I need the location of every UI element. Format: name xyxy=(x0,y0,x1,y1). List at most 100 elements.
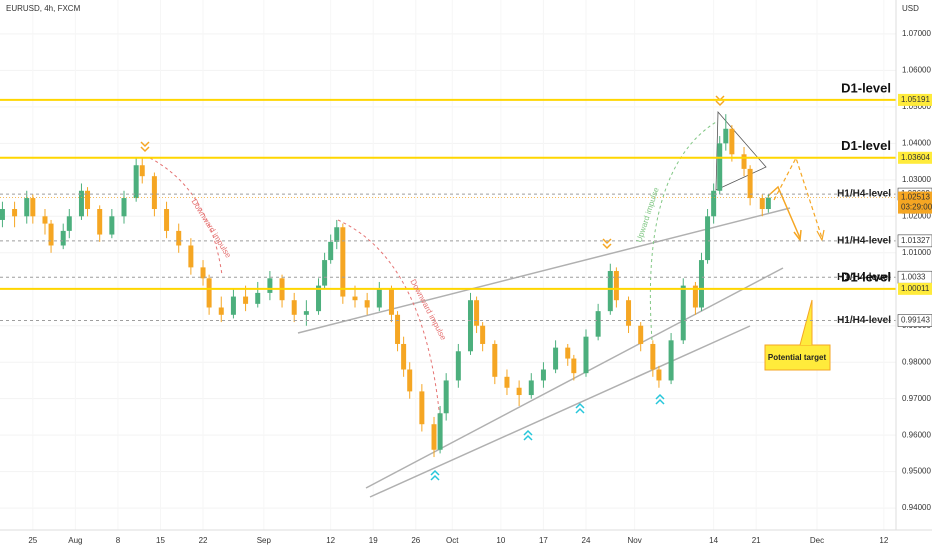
y-tick-label: 0.97000 xyxy=(902,394,931,403)
x-tick-label: 8 xyxy=(116,536,121,545)
candle-body xyxy=(480,325,486,344)
candle-body xyxy=(42,216,48,224)
candle-body xyxy=(78,190,84,217)
x-tick-label: 21 xyxy=(752,536,761,545)
candle-body xyxy=(218,307,224,315)
candle-body xyxy=(151,176,157,210)
candle-body xyxy=(230,296,236,315)
candle-body xyxy=(467,300,473,352)
candle-body xyxy=(692,285,698,308)
candle-body xyxy=(176,230,182,246)
candle-body xyxy=(747,168,753,199)
price-tag xyxy=(898,93,932,106)
candle-body xyxy=(717,143,723,191)
price-tag-label: 1.00011 xyxy=(901,284,930,293)
candle-body xyxy=(443,380,449,414)
candle-body xyxy=(765,197,771,210)
y-tick-label: 1.07000 xyxy=(902,29,931,38)
candle-body xyxy=(30,198,36,217)
candle-body xyxy=(267,278,273,293)
current-price-tag xyxy=(898,191,932,214)
candle-body xyxy=(364,300,370,308)
candle-body xyxy=(729,128,735,155)
price-tag xyxy=(898,151,932,164)
candle-body xyxy=(85,190,91,210)
x-tick-label: 12 xyxy=(879,536,888,545)
candle-body xyxy=(352,296,358,301)
candle-body xyxy=(334,227,340,242)
currency: USD xyxy=(902,4,919,13)
x-tick-label: 26 xyxy=(411,536,420,545)
candle-body xyxy=(431,424,437,450)
chevrons xyxy=(430,393,665,481)
candle-body xyxy=(540,369,546,381)
trendline xyxy=(365,267,784,489)
candle-body xyxy=(121,198,127,217)
candle-body xyxy=(24,198,30,217)
candle-body xyxy=(66,216,72,231)
level-label: D1-level xyxy=(841,80,891,95)
candle-body xyxy=(395,314,401,344)
arrow-head xyxy=(816,229,825,242)
y-tick-label: 0.94000 xyxy=(902,503,931,512)
forecast-arrow xyxy=(773,156,823,239)
impulse-arc xyxy=(149,157,223,276)
candle-body xyxy=(376,289,382,308)
candle-body xyxy=(650,343,656,370)
price-tag-label: 1.05191 xyxy=(901,95,930,104)
x-tick-label: 22 xyxy=(199,536,208,545)
candle-body xyxy=(698,260,704,308)
x-tick-label: Oct xyxy=(446,536,459,545)
candle-body xyxy=(243,296,249,304)
candle-body xyxy=(571,358,577,374)
candle-body xyxy=(316,285,322,312)
candle-body xyxy=(206,278,212,308)
candle-body xyxy=(0,209,5,220)
arrow-head xyxy=(793,229,802,242)
y-tick-label: 0.98000 xyxy=(902,357,931,366)
candle-body xyxy=(328,241,334,261)
y-tick-label: 1.03000 xyxy=(902,175,931,184)
y-tick-label: 1.01000 xyxy=(902,248,931,257)
price-tag-label: 0.99143 xyxy=(901,316,930,325)
candle-body xyxy=(133,165,139,199)
level-label: H1/H4-level xyxy=(837,272,891,283)
impulse-arc xyxy=(649,121,717,341)
candle-body xyxy=(583,336,589,374)
candle-body xyxy=(528,380,534,396)
candle-body xyxy=(492,343,498,377)
candle-body xyxy=(759,198,765,210)
drawings xyxy=(140,95,831,498)
candle-body xyxy=(680,285,686,341)
triangle xyxy=(715,110,767,191)
x-tick-label: 10 xyxy=(496,536,505,545)
candle-body xyxy=(741,154,747,169)
trendline xyxy=(369,325,751,498)
level-label: D1-level xyxy=(841,138,891,153)
candle-body xyxy=(455,351,461,381)
candle-body xyxy=(407,369,413,392)
forecast-arrow xyxy=(767,185,801,239)
x-tick-label: 17 xyxy=(539,536,548,545)
price-tag-label: 1.03604 xyxy=(901,153,930,162)
x-tick-label: Dec xyxy=(810,536,824,545)
candle-body xyxy=(656,369,662,381)
price-tag xyxy=(897,314,932,327)
candle-body xyxy=(60,230,66,246)
y-tick-label: 0.95000 xyxy=(902,467,931,476)
candle-body xyxy=(388,289,394,315)
candle-body xyxy=(565,347,571,359)
candle-body xyxy=(97,209,103,235)
candle-body xyxy=(668,340,674,381)
candle-body xyxy=(437,413,443,450)
candle-body xyxy=(303,311,309,315)
candle-body xyxy=(626,300,632,326)
x-tick-label: Aug xyxy=(68,536,82,545)
candle-body xyxy=(200,267,206,279)
price-tag xyxy=(897,234,932,248)
candle-body xyxy=(705,216,711,261)
candle-body xyxy=(613,271,619,301)
candle-body xyxy=(188,245,194,268)
